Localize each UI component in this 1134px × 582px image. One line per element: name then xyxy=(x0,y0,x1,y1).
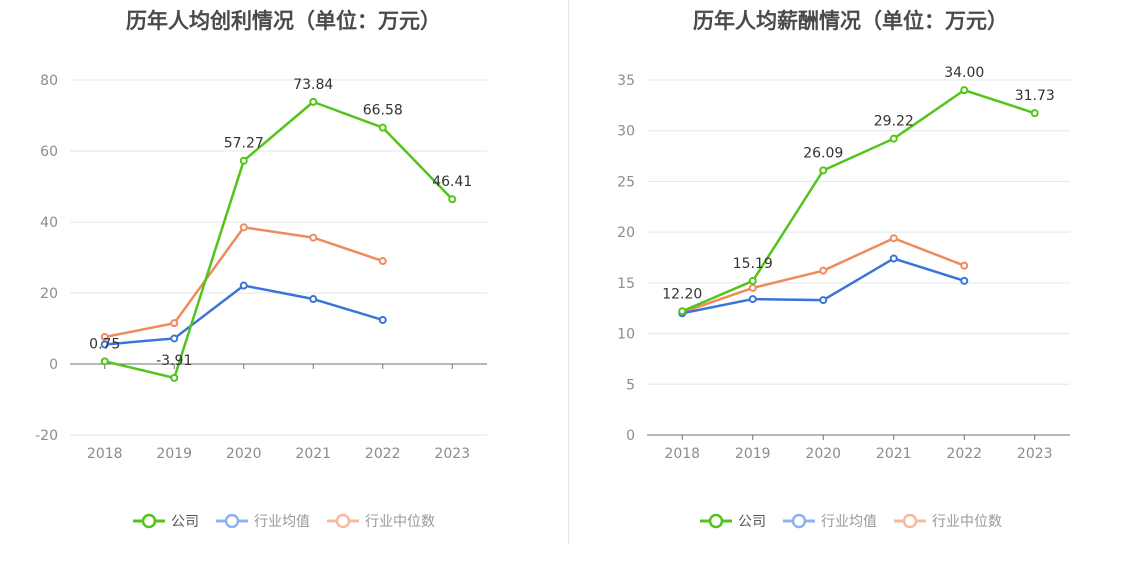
salary-chart: 35 30 25 20 15 10 5 0 2018 2019 2020 2021 2022 2023 12… xyxy=(617,65,1070,462)
x-tick-label: 2022 xyxy=(365,446,401,462)
data-point-company xyxy=(448,195,457,204)
x-tick-label: 2019 xyxy=(735,446,771,462)
y-tick-label: 35 xyxy=(617,73,635,89)
x-tick-label: 2020 xyxy=(226,446,262,462)
y-tick-label: 0 xyxy=(626,428,635,444)
profit-chart-title: 历年人均创利情况（单位：万元） xyxy=(126,9,441,33)
data-label-company: 26.09 xyxy=(803,145,843,161)
data-point-company xyxy=(309,97,318,106)
y-tick-label: 20 xyxy=(617,225,635,241)
data-point-avg xyxy=(889,254,898,263)
series-line-avg xyxy=(104,284,384,346)
data-point-avg xyxy=(378,315,387,324)
y-tick-label: 60 xyxy=(40,144,58,160)
data-point-avg xyxy=(100,340,109,349)
y-tick-label: 25 xyxy=(617,174,635,190)
profit-chart-legend: 公司 行业均值 行业中位数 xyxy=(0,511,567,531)
x-tick-label: 2020 xyxy=(805,446,841,462)
legend-avg-label: 行业均值 xyxy=(254,514,310,530)
legend-company-line-icon xyxy=(133,513,165,529)
data-point-avg xyxy=(819,296,828,305)
data-point-company xyxy=(960,86,969,95)
salary-chart-legend: 公司 行业均值 行业中位数 xyxy=(567,511,1134,531)
x-tick-label: 2022 xyxy=(946,446,982,462)
legend-item-industry-avg[interactable]: 行业均值 xyxy=(782,511,877,531)
data-label-company: 29.22 xyxy=(874,114,914,130)
data-label-company: 31.73 xyxy=(1015,88,1055,104)
data-point-company xyxy=(239,156,248,165)
data-point-median xyxy=(960,261,969,270)
data-point-company xyxy=(748,276,757,285)
data-point-avg xyxy=(748,295,757,304)
data-point-company xyxy=(170,373,179,382)
series-line-company xyxy=(681,88,1036,313)
x-tick-label: 2018 xyxy=(87,446,123,462)
data-label-company: 15.19 xyxy=(733,256,773,272)
legend-item-industry-median[interactable]: 行业中位数 xyxy=(326,511,435,531)
legend-item-company[interactable]: 公司 xyxy=(132,511,199,531)
salary-chart-title: 历年人均薪酬情况（单位：万元） xyxy=(693,9,1008,33)
legend-median-label: 行业中位数 xyxy=(365,514,435,530)
y-tick-label: 20 xyxy=(40,286,58,302)
data-label-company: 73.84 xyxy=(293,77,333,93)
data-point-avg xyxy=(960,276,969,285)
data-point-median xyxy=(748,283,757,292)
data-point-median xyxy=(378,257,387,266)
legend-avg-line-icon xyxy=(216,513,248,529)
data-label-company: -3.91 xyxy=(156,353,192,369)
legend-avg-line-icon xyxy=(783,513,815,529)
data-point-avg xyxy=(170,334,179,343)
data-point-avg xyxy=(239,281,248,290)
salary-chart-panel: 历年人均薪酬情况（单位：万元） 35 30 25 20 15 10 5 0 2018 2019 20… xyxy=(567,0,1134,582)
x-tick-label: 2021 xyxy=(876,446,912,462)
data-point-company xyxy=(678,307,687,316)
y-tick-label: 10 xyxy=(617,327,635,343)
data-point-avg xyxy=(309,295,318,304)
data-point-company xyxy=(100,357,109,366)
data-label-company: 34.00 xyxy=(944,65,984,81)
panel-divider xyxy=(568,0,569,545)
legend-item-industry-median[interactable]: 行业中位数 xyxy=(893,511,1002,531)
legend-avg-label: 行业均值 xyxy=(821,514,877,530)
series-line-company xyxy=(104,100,454,380)
data-point-median xyxy=(100,333,109,342)
legend-company-line-icon xyxy=(700,513,732,529)
y-tick-label: 0 xyxy=(49,357,58,373)
profit-chart: 80 60 40 20 0 -20 2018 2019 2020 2021 2022 2023 0.75… xyxy=(35,73,487,462)
legend-median-line-icon xyxy=(894,513,926,529)
y-tick-label: 80 xyxy=(40,73,58,89)
x-tick-label: 2021 xyxy=(295,446,331,462)
data-point-company xyxy=(1030,109,1039,118)
data-label-company: 0.75 xyxy=(89,336,120,352)
y-tick-label: 15 xyxy=(617,276,635,292)
legend-company-label: 公司 xyxy=(738,514,766,530)
x-tick-label: 2023 xyxy=(434,446,470,462)
data-point-median xyxy=(170,319,179,328)
y-tick-label: 5 xyxy=(626,377,635,393)
data-point-median xyxy=(239,223,248,232)
x-tick-label: 2019 xyxy=(156,446,192,462)
data-label-company: 12.20 xyxy=(662,286,702,302)
data-label-company: 46.41 xyxy=(432,174,472,190)
data-label-company: 66.58 xyxy=(363,103,403,119)
data-point-company xyxy=(378,123,387,132)
data-point-median xyxy=(309,233,318,242)
data-point-median xyxy=(889,234,898,243)
x-tick-label: 2023 xyxy=(1017,446,1053,462)
y-tick-label: 40 xyxy=(40,215,58,231)
y-tick-label: -20 xyxy=(35,428,58,444)
x-tick-label: 2018 xyxy=(664,446,700,462)
profit-chart-panel: 历年人均创利情况（单位：万元） 80 60 40 20 0 -20 2018 2019 2020… xyxy=(0,9,567,531)
data-point-company xyxy=(819,166,828,175)
data-point-median xyxy=(819,266,828,275)
legend-item-industry-avg[interactable]: 行业均值 xyxy=(215,511,310,531)
data-label-company: 57.27 xyxy=(224,136,264,152)
data-point-company xyxy=(889,134,898,143)
legend-item-company[interactable]: 公司 xyxy=(699,511,766,531)
legend-median-line-icon xyxy=(327,513,359,529)
legend-median-label: 行业中位数 xyxy=(932,514,1002,530)
legend-company-label: 公司 xyxy=(171,514,199,530)
y-tick-label: 30 xyxy=(617,124,635,140)
